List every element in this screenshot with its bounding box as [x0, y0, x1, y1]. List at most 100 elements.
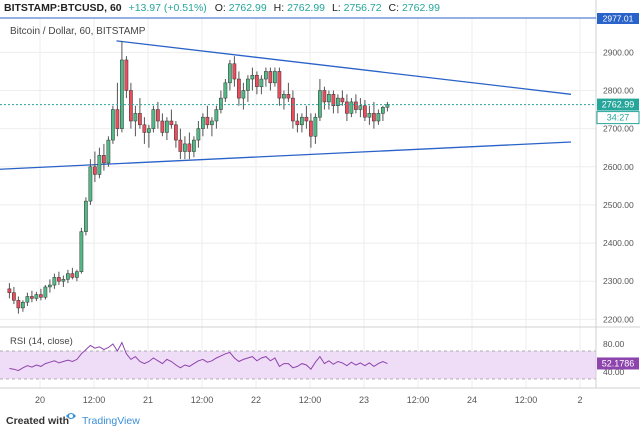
candle-body	[277, 71, 282, 99]
candle-body	[291, 97, 295, 122]
time-tick-label: 12:00	[83, 395, 106, 405]
trendline-support	[0, 141, 572, 170]
candle-body	[214, 109, 219, 122]
candle-body	[322, 90, 327, 103]
time-tick-label: 12:00	[299, 395, 322, 405]
candle-body	[210, 120, 214, 126]
price-tick-label: 2500.00	[603, 200, 634, 210]
candle-body	[25, 296, 30, 303]
rsi-tick-label: 80.00	[603, 339, 625, 349]
close-value: 2762.99	[402, 2, 440, 14]
last-price-label: 2762.99	[602, 100, 635, 110]
candle-body	[178, 139, 183, 152]
candle-body	[16, 300, 21, 309]
candle-body	[187, 143, 192, 152]
candle-body	[39, 294, 43, 298]
candle-body	[282, 94, 286, 99]
price-tick-label: 2600.00	[603, 162, 634, 172]
candle-body	[7, 288, 12, 293]
candle-body	[156, 109, 160, 122]
candle-body	[349, 101, 354, 114]
candle-body	[57, 277, 61, 282]
rsi-line	[9, 341, 388, 372]
candle-body	[327, 94, 331, 103]
candle-body	[124, 59, 129, 91]
candle-body	[61, 279, 66, 282]
candle-body	[358, 105, 363, 110]
candle-body	[133, 113, 138, 122]
header-line: BITSTAMP:BTCUSD, 60 +13.97 (+0.51%) O: 2…	[4, 2, 440, 14]
candle-body	[304, 116, 309, 122]
rsi-value-tag	[597, 357, 639, 370]
candle-body	[201, 116, 205, 129]
candle-body	[97, 155, 102, 175]
candle-body	[376, 113, 381, 122]
candle-body	[183, 143, 187, 152]
candle-body	[52, 277, 57, 286]
candle-body	[169, 120, 174, 126]
candle-body	[381, 107, 385, 114]
candle-body	[30, 296, 34, 299]
candle-body	[12, 292, 16, 301]
top-price-label: 2977.01	[603, 14, 634, 24]
rsi-tick-label: 40.00	[603, 367, 625, 377]
top-price-tag	[597, 13, 639, 24]
time-tick-label: 2	[577, 395, 582, 405]
legend-title: Bitcoin / Dollar, 60, BITSTAMP	[10, 26, 146, 37]
price-tick-label: 2300.00	[603, 276, 634, 286]
price-tick-label: 2800.00	[603, 85, 634, 95]
candle-body	[120, 59, 124, 129]
price-tick-label: 2900.00	[603, 47, 634, 57]
tradingview-logo-icon[interactable]	[66, 413, 76, 419]
candle-body	[268, 71, 273, 84]
high-value: 2762.99	[287, 2, 325, 14]
candle-body	[106, 139, 111, 164]
candle-body	[372, 113, 376, 122]
candle-body	[160, 120, 165, 133]
candle-body	[84, 200, 88, 232]
candle-body	[129, 90, 133, 122]
candle-body	[313, 116, 318, 137]
close-key: C:	[389, 2, 400, 14]
candle-body	[196, 128, 201, 141]
candle-body	[75, 271, 79, 278]
candle-body	[318, 90, 322, 118]
candle-body	[48, 284, 52, 288]
rsi-band	[0, 351, 596, 379]
candle-body	[102, 155, 106, 164]
candle-body	[237, 78, 241, 99]
time-tick-label: 21	[143, 395, 153, 405]
footer-created-with: Created with	[6, 415, 69, 427]
candle-body	[21, 301, 25, 309]
candle-body	[66, 273, 70, 280]
candle-body	[295, 120, 300, 126]
candle-body	[43, 286, 48, 298]
candle-body	[115, 109, 120, 129]
high-key: H:	[274, 2, 285, 14]
candle-body	[273, 71, 277, 84]
candle-body	[259, 78, 264, 87]
candle-body	[286, 94, 291, 99]
candle-body	[255, 74, 259, 87]
time-tick-label: 12:00	[407, 395, 430, 405]
rsi-value-label: 52.1786	[602, 358, 635, 368]
candle-body	[88, 166, 93, 202]
candle-body	[138, 113, 142, 126]
candle-body	[192, 139, 196, 152]
time-tick-label: 12:00	[515, 395, 538, 405]
time-tick-label: 12:00	[191, 395, 214, 405]
price-tick-label: 2700.00	[603, 124, 634, 134]
candle-body	[264, 71, 268, 80]
footer-brand[interactable]: TradingView	[82, 415, 140, 427]
candle-body	[331, 94, 336, 106]
candle-body	[142, 124, 147, 133]
candle-body	[246, 78, 250, 91]
candle-body	[241, 90, 246, 99]
candle-body	[111, 109, 115, 141]
candle-body	[223, 82, 228, 99]
time-tick-label: 23	[359, 395, 369, 405]
candle-body	[151, 109, 156, 129]
candle-body	[336, 97, 340, 106]
